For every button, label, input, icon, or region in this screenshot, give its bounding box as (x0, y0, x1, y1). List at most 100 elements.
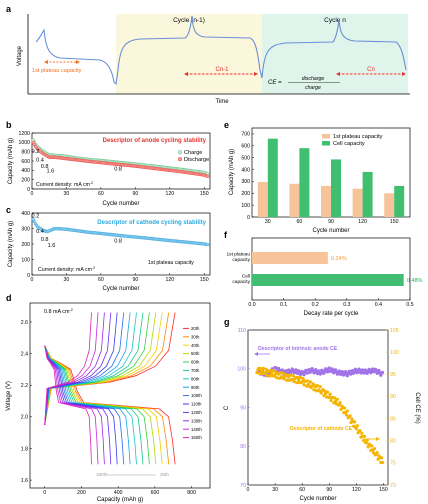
legend-label: 30th (191, 334, 200, 339)
rate-label: 0.4 (36, 157, 44, 163)
y2-tick-label: 95 (390, 372, 396, 378)
rate-label: 0.8 (114, 166, 122, 172)
data-point-right (312, 388, 316, 392)
y-tick-label: 100 (237, 367, 246, 373)
y-tick-label: 0 (27, 187, 30, 193)
x-tick-label: 30 (272, 487, 278, 493)
legend-swatch (322, 141, 330, 146)
y-tick-label: 300 (21, 226, 30, 232)
panel-d-frame (29, 302, 211, 489)
y-tick-label: 800 (21, 149, 30, 155)
data-point-left (361, 368, 365, 372)
category-label: capacity (232, 279, 250, 285)
y-tick-label: 70 (240, 483, 246, 489)
panel-d-plot: 0 200 400 600 800 1.6 1.8 2.0 2.2 2.4 2.6 20th 30th 4… (21, 312, 202, 496)
data-point-left (337, 369, 341, 373)
x-tick-label: 60 (299, 487, 305, 493)
panel-d-note: 0.8 mA cm-2 (44, 308, 73, 315)
y-tick-label: 2.6 (21, 320, 28, 326)
x-tick-label: 30 (64, 191, 70, 197)
y-tick-label: 2.2 (21, 383, 28, 389)
y-tick-label: 400 (241, 167, 250, 173)
x-tick-label: 150 (200, 277, 209, 283)
x-tick-label: 90 (326, 487, 332, 493)
data-point-right (295, 381, 299, 385)
x-tick-label: 0.4 (375, 302, 382, 308)
data-point-left (315, 372, 320, 376)
panel-a-xlabel: Time (215, 99, 229, 105)
legend-label: Cell capacity (333, 141, 365, 147)
x-tick-label: 0.2 (312, 302, 319, 308)
panel-g-ylabel2: Cell CE (%) (414, 392, 420, 423)
panel-g: g 0 30 60 90 120 1507080901001107075808590951… (224, 317, 420, 502)
panel-b-title: Descriptor of anode cycling stability (103, 138, 207, 144)
y-tick-label: 90 (240, 405, 246, 411)
bar-value-label: 0.48% (407, 278, 423, 284)
x-tick-label: 90 (328, 219, 334, 225)
legend-label: 130th (191, 418, 202, 423)
y-tick-label: 200 (21, 242, 30, 248)
data-point-right (371, 451, 376, 455)
data-point-right (273, 373, 277, 377)
legend-label: 20th (191, 326, 200, 331)
data-point-right (380, 460, 385, 465)
data-point-left (284, 369, 288, 373)
x-tick-label: 90 (132, 277, 138, 283)
data-point-left (304, 368, 308, 372)
data-point-right (343, 406, 347, 410)
data-point-right (370, 444, 374, 448)
category-label: Cell (242, 274, 250, 280)
data-point-left (314, 367, 318, 372)
data-point-right (352, 420, 357, 424)
charge-curve-150th (44, 312, 92, 425)
panel-e: e 0 100 200 300 400 500 600 700 30 60 90 120 150 1st … (224, 120, 411, 234)
panel-c-xlabel: Cycle number (102, 286, 139, 292)
data-point-right (275, 376, 279, 380)
bar-1st-plateau-capacity (321, 185, 331, 217)
panel-g-ylabel: C (224, 405, 230, 410)
data-point-right (302, 383, 306, 387)
panel-e-label: e (224, 120, 229, 130)
data-point-right (360, 431, 364, 435)
data-point-left (359, 371, 363, 375)
y-tick-label: 1.8 (21, 446, 28, 452)
y-tick-label: 2.0 (21, 415, 28, 421)
x-tick-label: 60 (297, 219, 303, 225)
data-point-right (327, 395, 331, 400)
rate-label: 1.6 (48, 243, 56, 249)
bar-cell-capacity (394, 185, 405, 217)
data-point-right (261, 366, 265, 370)
y-tick-label: 0 (247, 215, 250, 221)
rate-label: 0.4 (36, 229, 44, 235)
data-point-right (318, 385, 322, 389)
bar-1st-plateau-capacity (257, 181, 268, 217)
panel-b-ylabel: Capacity (mAh g) (8, 138, 14, 184)
x-tick-label: 200 (77, 490, 86, 496)
plateau-arrow-head-right (76, 60, 80, 64)
data-point-left (357, 367, 361, 371)
panel-d-arrow-left: 150th (96, 472, 108, 477)
data-point-right (329, 398, 333, 403)
panel-b-plot: 0 30 60 90 120 150 0 200 400 600 800 1000 1200 0.2 0.4… (18, 131, 210, 197)
panel-e-ylabel: Capacity (mAh g) (229, 149, 235, 195)
data-point-right (298, 375, 302, 380)
ce-formula-lhs: CE = (268, 80, 282, 86)
y-tick-label: 80 (240, 444, 246, 450)
data-point-right (281, 371, 285, 375)
panel-d-ylabel: Voltage (V) (6, 381, 12, 411)
data-point-right (372, 447, 377, 451)
y2-tick-label: 85 (390, 416, 396, 422)
panel-d-xlabel: Capacity (mAh g) (97, 497, 143, 503)
x-tick-label: 120 (358, 219, 367, 225)
data-point-right (268, 369, 273, 373)
panel-c-title: Descriptor of cathode cycling stability (97, 220, 206, 226)
y-tick-label: 400 (21, 211, 30, 217)
x-tick-label: 60 (98, 191, 104, 197)
legend-label: 40th (191, 343, 200, 348)
data-point-right (264, 367, 268, 371)
cn1-label: Cn-1 (215, 67, 229, 73)
data-point-right (288, 373, 293, 377)
data-point-right (292, 380, 296, 384)
